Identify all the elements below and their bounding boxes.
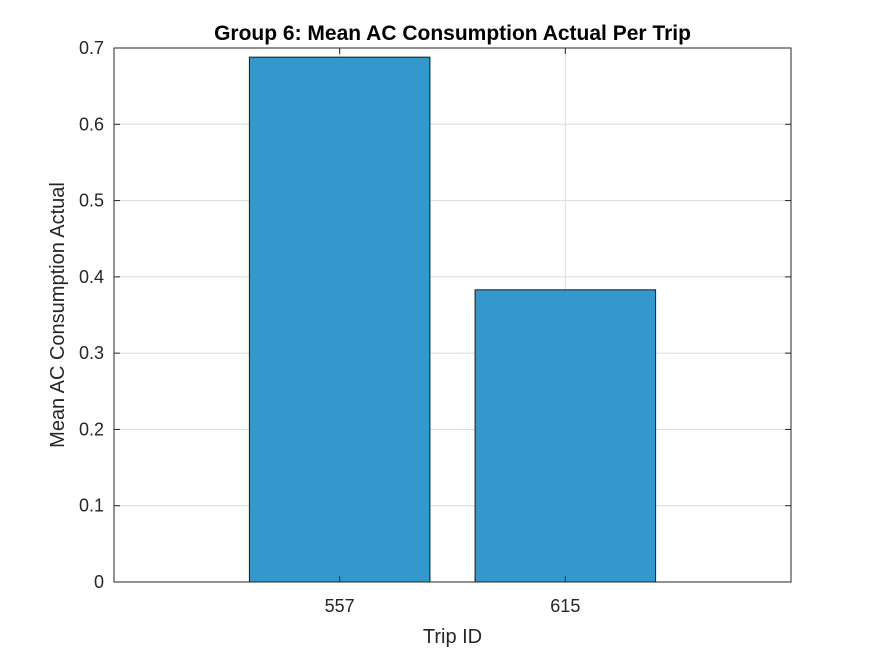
bar-layer (248, 56, 657, 583)
y-axis-label: Mean AC Consumption Actual (47, 182, 69, 448)
y-tick-label: 0.4 (79, 267, 104, 287)
bar-615 (474, 289, 657, 583)
x-tick-label: 615 (550, 596, 580, 616)
axes-box (113, 47, 792, 583)
y-tick-label: 0 (94, 572, 104, 592)
tick-layer: 0 0.1 0.2 0.3 0.4 0.5 0.6 0.7 557 615 (79, 38, 791, 616)
chart-title: Group 6: Mean AC Consumption Actual Per … (214, 22, 691, 45)
x-tick-label: 557 (325, 596, 355, 616)
y-tick-label: 0.5 (79, 191, 104, 211)
y-tick-label: 0.7 (79, 38, 104, 58)
grid-layer (114, 47, 791, 583)
y-tick-label: 0.1 (79, 496, 104, 516)
bar-557 (248, 56, 431, 583)
y-tick-label: 0.3 (79, 343, 104, 363)
y-tick-label: 0.2 (79, 419, 104, 439)
x-axis-label: Trip ID (423, 626, 482, 648)
y-tick-label: 0.6 (79, 114, 104, 134)
